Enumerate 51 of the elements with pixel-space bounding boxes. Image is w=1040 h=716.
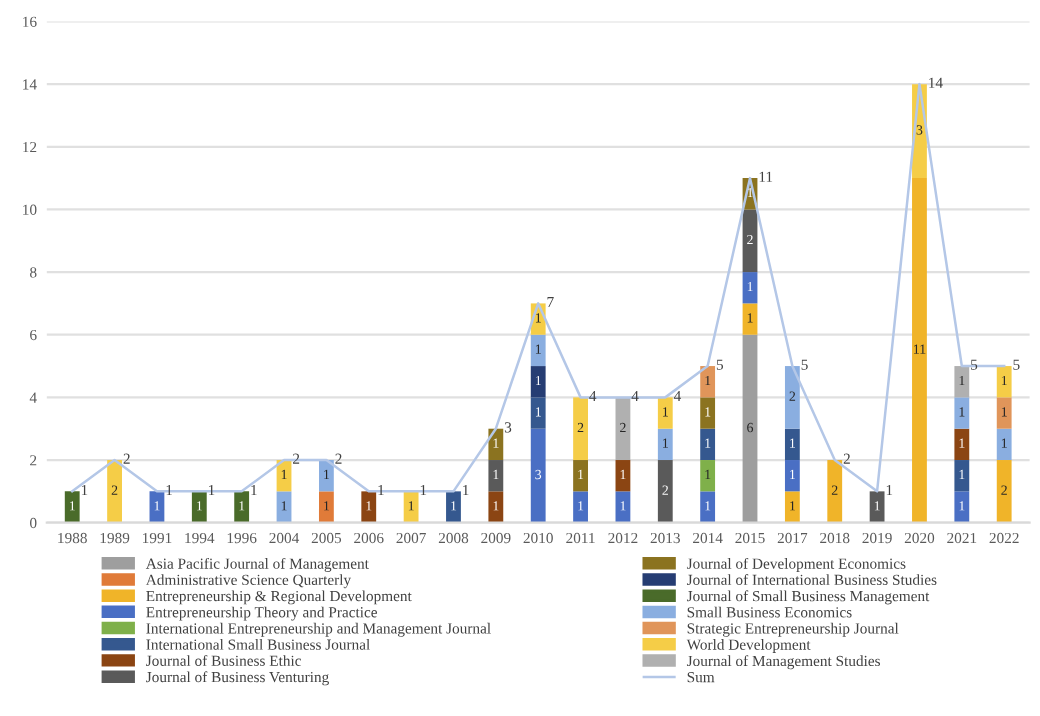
bar [996,366,1012,398]
bar [615,491,631,523]
bar [318,491,334,523]
bar [784,366,800,429]
bar [700,397,716,429]
bar [912,178,927,523]
bar [657,428,673,461]
bar [488,491,504,523]
bar [742,303,758,335]
bar [446,491,461,523]
bar [318,460,334,492]
bar [488,460,504,492]
bar [657,397,673,429]
bar [784,491,800,523]
bar [742,334,758,523]
bar [700,428,716,461]
bar [573,460,588,492]
bar [954,491,970,523]
bar [276,491,292,523]
bar [107,460,122,523]
bar [530,334,546,367]
bar [403,491,419,523]
bar [700,460,716,492]
bar [234,491,250,523]
bar [954,460,970,492]
bar [954,366,970,398]
bar [954,428,970,461]
bar [530,366,546,398]
bar [996,428,1012,461]
bar [742,272,758,304]
bar [361,491,377,523]
bar [657,460,673,523]
bar [996,460,1012,523]
bar [700,491,716,523]
line-series [70,82,1006,493]
bar [573,397,588,461]
bar [954,397,970,429]
bar [191,491,207,523]
bar [530,428,546,523]
bar [64,491,80,523]
bar [700,366,716,398]
bar [784,428,800,461]
bar [530,397,546,429]
bar [615,460,631,492]
bar [869,491,885,523]
bar [784,460,800,492]
bar [573,491,588,523]
bar [615,397,631,461]
bar [996,397,1012,429]
bar [827,460,843,523]
bar [742,209,758,273]
